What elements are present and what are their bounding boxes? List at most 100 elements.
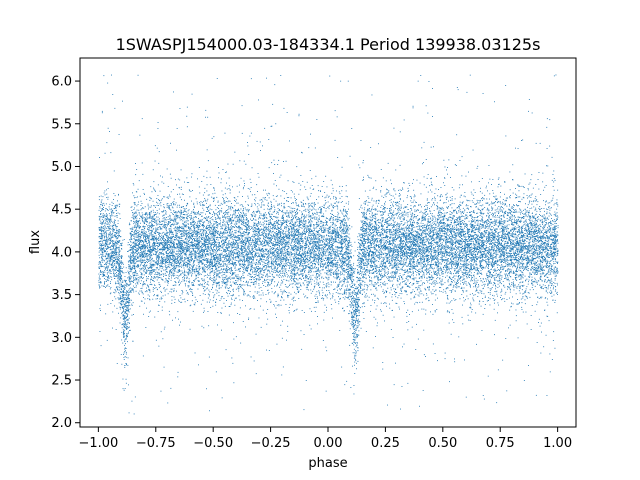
data-point (228, 206, 229, 208)
data-point (147, 236, 149, 238)
data-point (389, 229, 391, 231)
data-point (255, 270, 257, 272)
data-point (379, 247, 380, 248)
data-point (471, 309, 473, 310)
data-point (557, 284, 558, 286)
data-point (362, 162, 364, 164)
data-point (516, 231, 518, 233)
data-point (406, 236, 408, 238)
data-point (363, 244, 365, 245)
data-point (298, 240, 300, 242)
data-point (137, 253, 138, 255)
data-point (314, 257, 316, 258)
data-point (261, 204, 263, 206)
data-point (344, 270, 346, 272)
data-point (164, 196, 166, 198)
data-point (99, 250, 101, 252)
data-point (144, 267, 146, 269)
data-point (488, 251, 490, 253)
data-point (207, 260, 208, 262)
data-point (165, 232, 167, 234)
data-point (378, 221, 379, 223)
data-point (323, 207, 324, 208)
data-point (546, 222, 547, 224)
data-point (541, 248, 543, 250)
data-point (317, 269, 319, 270)
data-point (330, 222, 332, 223)
data-point (523, 216, 525, 218)
data-point (424, 247, 426, 249)
data-point (414, 245, 416, 247)
data-point (137, 223, 139, 225)
data-point (441, 284, 443, 286)
data-point (474, 259, 475, 261)
data-point (211, 280, 213, 281)
data-point (298, 286, 300, 288)
data-point (332, 241, 334, 243)
data-point (360, 269, 361, 271)
data-point (488, 221, 490, 222)
data-point (373, 229, 375, 231)
data-point (225, 218, 227, 220)
data-point (515, 279, 517, 280)
data-point (215, 245, 217, 247)
data-point (335, 252, 337, 253)
data-point (552, 248, 554, 250)
data-point (324, 231, 326, 233)
data-point (447, 281, 449, 283)
data-point (219, 266, 221, 268)
data-point (389, 237, 391, 239)
data-point (478, 246, 480, 248)
data-point (462, 272, 464, 273)
data-point (457, 233, 459, 235)
data-point (380, 206, 382, 208)
data-point (398, 275, 400, 277)
data-point (172, 223, 173, 225)
data-point (442, 238, 443, 240)
data-point (467, 276, 469, 278)
data-point (259, 141, 261, 143)
data-point (460, 240, 462, 241)
data-point (209, 291, 211, 293)
data-point (325, 224, 327, 226)
data-point (500, 239, 502, 241)
data-point (460, 234, 462, 236)
data-point (372, 188, 374, 189)
data-point (515, 278, 516, 280)
data-point (554, 254, 556, 255)
data-point (125, 322, 126, 324)
data-point (557, 250, 559, 252)
data-point (235, 263, 236, 265)
data-point (202, 207, 204, 209)
data-point (478, 239, 479, 241)
data-point (479, 205, 481, 206)
data-point (212, 286, 213, 288)
data-point (382, 212, 384, 214)
data-point (205, 232, 207, 234)
data-point (170, 230, 172, 231)
data-point (336, 256, 338, 257)
data-point (121, 255, 123, 256)
data-point (492, 258, 494, 260)
data-point (300, 271, 302, 273)
data-point (136, 209, 138, 211)
data-point (363, 245, 364, 246)
data-point (330, 256, 332, 258)
data-point (189, 226, 191, 228)
data-point (418, 277, 420, 279)
data-point (140, 231, 142, 233)
data-point (141, 118, 143, 120)
data-point (128, 412, 130, 414)
data-point (213, 266, 214, 267)
data-point (451, 207, 453, 209)
data-point (285, 291, 286, 292)
data-point (123, 295, 125, 296)
data-point (234, 242, 236, 244)
data-point (406, 240, 407, 242)
data-point (145, 235, 147, 237)
data-point (436, 274, 438, 276)
data-point (442, 246, 443, 248)
data-point (171, 220, 173, 221)
data-point (427, 254, 428, 256)
data-point (254, 276, 255, 278)
